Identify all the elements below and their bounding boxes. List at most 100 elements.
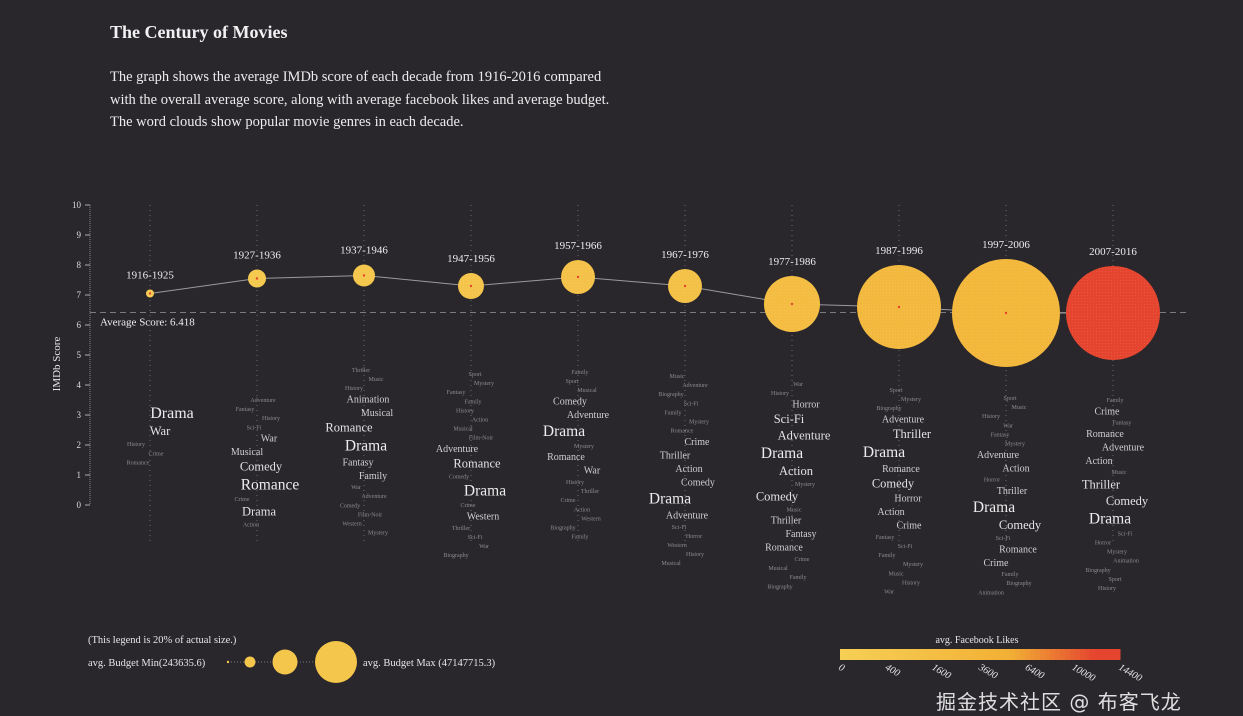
- genre-word: Thriller: [660, 450, 691, 461]
- genre-word: History: [902, 580, 920, 586]
- decade-point-1937-1946: 1937-1946: [340, 244, 388, 287]
- decade-point-1967-1976: 1967-1976: [661, 249, 709, 303]
- genre-word: Comedy: [999, 518, 1042, 532]
- y-tick-label: 1: [77, 470, 82, 480]
- genre-word: Family: [789, 575, 806, 581]
- decade-label: 1947-1956: [447, 253, 495, 265]
- decade-guides: [149, 205, 1114, 545]
- genre-word: Action: [472, 418, 488, 424]
- likes-gradient-segment: [860, 649, 866, 660]
- genre-word: Drama: [345, 437, 387, 454]
- likes-gradient-segment: [845, 649, 851, 660]
- genre-word: Horror: [792, 399, 820, 410]
- genre-word: Adventure: [682, 383, 708, 389]
- genre-word: Animation: [1113, 559, 1139, 565]
- decade-point-1957-1966: 1957-1966: [554, 240, 602, 294]
- genre-word: Action: [1002, 463, 1029, 474]
- genre-word: Biography: [876, 406, 901, 412]
- genre-word: Crime: [795, 557, 810, 563]
- genre-word: Adventure: [436, 444, 479, 455]
- y-tick-label: 0: [77, 500, 82, 510]
- likes-legend-title: avg. Facebook Likes: [935, 635, 1018, 646]
- genre-word: Family: [1001, 572, 1018, 578]
- likes-gradient-segment: [990, 649, 996, 660]
- likes-gradient-segment: [1070, 649, 1076, 660]
- decade-label: 1987-1996: [875, 245, 923, 257]
- genre-word: Horror: [686, 534, 702, 540]
- likes-tick-label: 6400: [1023, 662, 1046, 682]
- genre-word: Comedy: [681, 477, 715, 488]
- genre-word: Mystery: [368, 531, 388, 537]
- budget-legend-circle: [315, 641, 357, 683]
- genre-word: Romance: [241, 476, 300, 493]
- decade-label: 1916-1925: [126, 269, 174, 281]
- genre-word: Biography: [1085, 568, 1110, 574]
- score-point: [469, 284, 473, 288]
- genre-word: Action: [243, 523, 259, 529]
- genre-word: Musical: [231, 447, 263, 458]
- likes-gradient-segment: [855, 649, 861, 660]
- decade-point-1927-1936: 1927-1936: [233, 249, 281, 288]
- y-tick-label: 5: [77, 350, 82, 360]
- genre-word: History: [686, 552, 704, 558]
- genre-word: Fantasy: [236, 407, 255, 413]
- genre-word: Horror: [984, 478, 1000, 484]
- likes-gradient-segment: [875, 649, 881, 660]
- genre-word: Mystery: [474, 381, 494, 387]
- genre-word: Thriller: [1082, 478, 1121, 492]
- genre-word: Biography: [1006, 581, 1031, 587]
- likes-gradient-segment: [905, 649, 911, 660]
- genre-word: Horror: [1095, 540, 1111, 546]
- genre-word: History: [456, 408, 474, 414]
- genre-word: Crime: [235, 497, 250, 503]
- genre-word: Crime: [685, 437, 711, 448]
- budget-min-label: avg. Budget Min(243635.6): [88, 658, 206, 669]
- genre-word: Music: [1012, 405, 1027, 411]
- y-axis: 0 1 2 3 4 5 6 7 8 9 10 IMDb Score: [51, 200, 91, 510]
- genre-word: Fantasy: [447, 390, 466, 396]
- likes-tick-label: 0: [837, 662, 847, 674]
- likes-gradient-segment: [975, 649, 981, 660]
- likes-gradient-segment: [1045, 649, 1051, 660]
- decade-label: 1967-1976: [661, 249, 709, 261]
- genre-word: Romance: [547, 452, 585, 463]
- genre-word: Romance: [1086, 429, 1124, 440]
- genre-word: Crime: [149, 451, 164, 457]
- y-tick-label: 10: [72, 200, 82, 210]
- likes-gradient-segment: [1015, 649, 1021, 660]
- genre-word: Family: [664, 410, 681, 416]
- likes-gradient-segment: [1100, 649, 1106, 660]
- genre-word: Animation: [347, 395, 390, 406]
- genre-word: Romance: [882, 464, 920, 475]
- genre-word: Mystery: [901, 397, 921, 403]
- genre-word: Adventure: [778, 428, 831, 442]
- likes-legend: avg. Facebook Likes 0 400 1600 3600 6400 10000…: [837, 635, 1144, 684]
- genre-word: History: [345, 386, 363, 392]
- genre-word: Comedy: [240, 460, 283, 474]
- genre-word: Mystery: [574, 444, 594, 450]
- likes-gradient-segment: [840, 649, 846, 660]
- score-point: [897, 305, 901, 309]
- likes-gradient-segment: [965, 649, 971, 660]
- genre-word: Musical: [361, 408, 393, 419]
- genre-word: Adventure: [666, 511, 709, 522]
- genre-word: Adventure: [567, 410, 610, 421]
- likes-gradient-segment: [940, 649, 946, 660]
- likes-gradient-segment: [930, 649, 936, 660]
- genre-word: Adventure: [1102, 442, 1145, 453]
- likes-gradient-segment: [1025, 649, 1031, 660]
- likes-gradient-segment: [945, 649, 951, 660]
- genre-word: Sci-Fi: [774, 412, 805, 426]
- genre-word: Western: [342, 522, 362, 528]
- genre-word: War: [479, 544, 489, 550]
- genre-word: Biography: [767, 584, 792, 590]
- decade-point-2007-2016: 2007-2016: [1066, 246, 1160, 360]
- genre-word: Mystery: [689, 420, 709, 426]
- y-tick-label: 3: [77, 410, 82, 420]
- genre-word: Romance: [671, 429, 694, 435]
- genre-word: Crime: [984, 558, 1010, 569]
- genre-word: Comedy: [872, 476, 915, 490]
- genre-word: Sport: [565, 379, 578, 385]
- budget-legend-circle: [226, 660, 230, 664]
